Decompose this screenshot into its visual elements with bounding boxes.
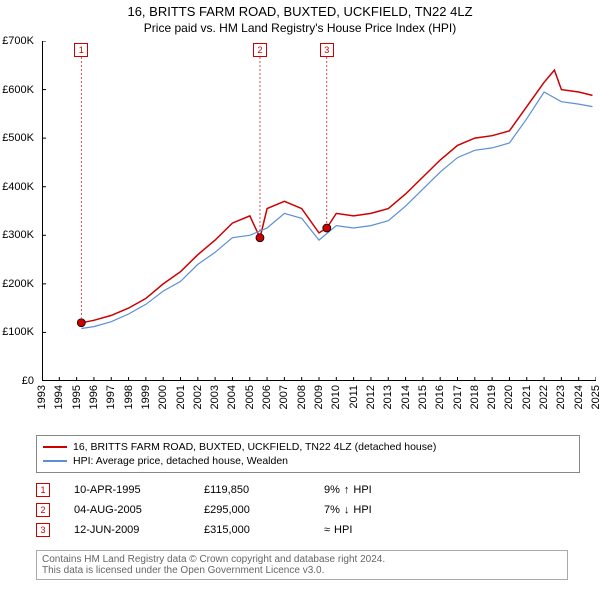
transaction-delta: 9%↑HPI <box>324 484 372 496</box>
x-tick-label: 2010 <box>330 385 342 409</box>
transaction-marker-1: 1 <box>74 43 88 57</box>
series-hpi <box>81 92 592 329</box>
transaction-row: 2 04-AUG-2005£295,0007%↓HPI <box>36 500 566 520</box>
arrow-up-icon: ↑ <box>344 484 350 496</box>
legend-item: HPI: Average price, detached house, Weal… <box>43 454 573 468</box>
transaction-marker: 3 <box>36 523 50 537</box>
x-tick-label: 2004 <box>226 385 238 409</box>
x-tick-label: 1999 <box>140 385 152 409</box>
x-tick-label: 2024 <box>573 385 585 409</box>
transaction-delta: 7%↓HPI <box>324 504 372 516</box>
x-tick-label: 2003 <box>209 385 221 409</box>
transaction-point <box>323 224 331 232</box>
page-subtitle: Price paid vs. HM Land Registry's House … <box>0 21 600 35</box>
x-tick-label: 2007 <box>278 385 290 409</box>
x-tick-label: 2006 <box>261 385 273 409</box>
series-property <box>81 70 592 323</box>
transactions-table: 1 10-APR-1995£119,8509%↑HPI 2 04-AUG-2005£2… <box>36 480 566 540</box>
x-tick-label: 2011 <box>348 385 360 409</box>
y-tick-label: £0 <box>22 375 34 387</box>
transaction-price: £315,000 <box>204 524 324 536</box>
legend-label: 16, BRITTS FARM ROAD, BUXTED, UCKFIELD, … <box>73 441 436 453</box>
footer-line-2: This data is licensed under the Open Gov… <box>42 565 562 576</box>
x-tick-label: 2013 <box>382 385 394 409</box>
transaction-marker-2: 2 <box>253 43 267 57</box>
transaction-marker: 1 <box>36 483 50 497</box>
x-tick-label: 1996 <box>88 385 100 409</box>
transaction-price: £295,000 <box>204 504 324 516</box>
x-tick-label: 2012 <box>365 385 377 409</box>
transaction-row: 1 10-APR-1995£119,8509%↑HPI <box>36 480 566 500</box>
x-tick-label: 2000 <box>157 385 169 409</box>
transaction-marker: 2 <box>36 503 50 517</box>
y-tick-label: £200K <box>2 278 34 290</box>
arrow-down-icon: ↓ <box>344 504 350 516</box>
transaction-row: 3 12-JUN-2009£315,000≈HPI <box>36 520 566 540</box>
y-tick-label: £100K <box>2 326 34 338</box>
transaction-point <box>256 234 264 242</box>
chart-legend: 16, BRITTS FARM ROAD, BUXTED, UCKFIELD, … <box>36 435 580 473</box>
x-tick-label: 2001 <box>175 385 187 409</box>
x-tick-label: 1995 <box>71 385 83 409</box>
transaction-price: £119,850 <box>204 484 324 496</box>
x-tick-label: 2009 <box>313 385 325 409</box>
legend-label: HPI: Average price, detached house, Weal… <box>73 455 288 467</box>
price-chart: £0£100K£200K£300K£400K£500K£600K£700K 19… <box>36 41 596 411</box>
x-tick-label: 2025 <box>590 385 600 409</box>
x-tick-label: 2019 <box>486 385 498 409</box>
legend-swatch <box>43 460 67 462</box>
transaction-point <box>77 319 85 327</box>
x-tick-label: 1994 <box>53 385 65 409</box>
y-tick-label: £600K <box>2 84 34 96</box>
transaction-date: 04-AUG-2005 <box>74 504 204 516</box>
x-tick-label: 2014 <box>400 385 412 409</box>
x-tick-label: 2008 <box>296 385 308 409</box>
transaction-date: 10-APR-1995 <box>74 484 204 496</box>
x-tick-label: 2021 <box>521 385 533 409</box>
y-tick-label: £300K <box>2 229 34 241</box>
footer-line-1: Contains HM Land Registry data © Crown c… <box>42 554 562 565</box>
transaction-marker-3: 3 <box>320 43 334 57</box>
x-tick-label: 2015 <box>417 385 429 409</box>
transaction-date: 12-JUN-2009 <box>74 524 204 536</box>
y-tick-label: £500K <box>2 132 34 144</box>
x-tick-label: 2023 <box>555 385 567 409</box>
x-tick-label: 2020 <box>503 385 515 409</box>
x-tick-label: 1998 <box>123 385 135 409</box>
transaction-delta: ≈HPI <box>324 524 352 536</box>
x-tick-label: 2017 <box>452 385 464 409</box>
approx-icon: ≈ <box>324 524 330 536</box>
x-tick-label: 1997 <box>105 385 117 409</box>
page-title: 16, BRITTS FARM ROAD, BUXTED, UCKFIELD, … <box>0 4 600 19</box>
attribution-footer: Contains HM Land Registry data © Crown c… <box>36 550 568 580</box>
legend-swatch <box>43 446 67 448</box>
x-tick-label: 1993 <box>36 385 48 409</box>
y-tick-label: £400K <box>2 181 34 193</box>
x-tick-label: 2005 <box>244 385 256 409</box>
x-tick-label: 2018 <box>469 385 481 409</box>
x-tick-label: 2016 <box>434 385 446 409</box>
y-tick-label: £700K <box>2 35 34 47</box>
legend-item: 16, BRITTS FARM ROAD, BUXTED, UCKFIELD, … <box>43 440 573 454</box>
x-tick-label: 2002 <box>192 385 204 409</box>
x-tick-label: 2022 <box>538 385 550 409</box>
